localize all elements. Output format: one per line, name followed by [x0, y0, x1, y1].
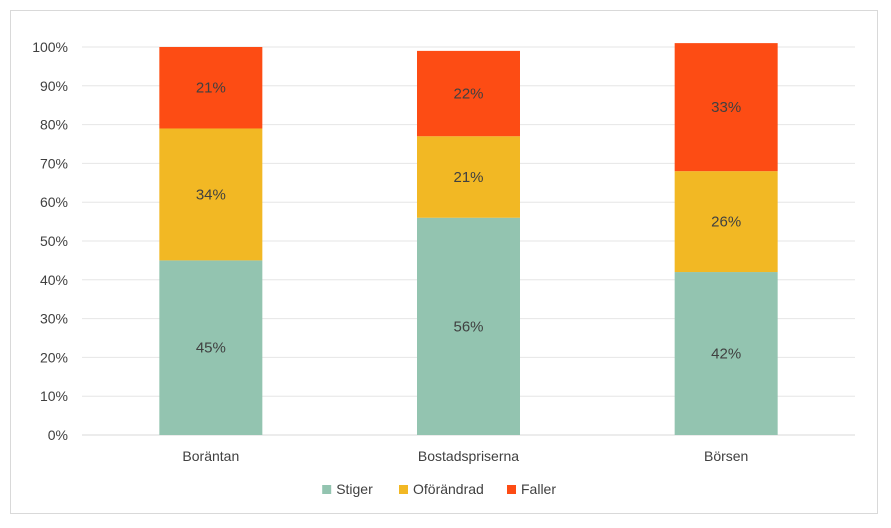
- bar-segment-faller: [159, 47, 263, 129]
- data-label: 56%: [453, 318, 483, 335]
- legend-label: Stiger: [336, 481, 373, 497]
- y-tick-label: 70%: [40, 155, 68, 171]
- x-tick-label: Boräntan: [182, 448, 239, 464]
- bar-segment-stiger: [417, 217, 520, 435]
- legend-label: Oförändrad: [413, 481, 484, 497]
- bar-segment-faller: [417, 50, 520, 137]
- data-label: 42%: [711, 346, 741, 363]
- bar-segment-oförändrad: [159, 128, 263, 261]
- y-tick-label: 10%: [40, 388, 68, 404]
- data-label: 21%: [196, 80, 226, 97]
- y-tick-label: 30%: [40, 311, 68, 327]
- legend-label: Faller: [521, 481, 556, 497]
- bar-segment-stiger: [674, 272, 778, 435]
- data-label: 21%: [453, 169, 483, 186]
- y-tick-label: 90%: [40, 78, 68, 94]
- data-label: 33%: [711, 99, 741, 116]
- data-label: 26%: [711, 214, 741, 231]
- bar-segment-stiger: [159, 260, 263, 435]
- y-tick-label: 60%: [40, 194, 68, 210]
- legend-swatch-faller: [507, 485, 516, 494]
- y-tick-label: 0%: [48, 427, 68, 443]
- legend-swatch-oförändrad: [399, 485, 408, 494]
- y-tick-label: 50%: [40, 233, 68, 249]
- data-label: 45%: [196, 340, 226, 357]
- bar-segment-oförändrad: [417, 136, 520, 218]
- bar-segment-oförändrad: [674, 171, 778, 273]
- data-label: 22%: [453, 86, 483, 103]
- y-tick-label: 80%: [40, 117, 68, 133]
- legend-swatch-stiger: [322, 485, 332, 494]
- data-label: 34%: [196, 186, 226, 203]
- y-tick-label: 100%: [32, 39, 68, 55]
- x-tick-label: Bostadspriserna: [418, 448, 519, 464]
- x-tick-label: Börsen: [704, 448, 748, 464]
- y-tick-label: 20%: [40, 349, 68, 365]
- y-tick-label: 40%: [40, 272, 68, 288]
- bar-segment-faller: [674, 43, 778, 172]
